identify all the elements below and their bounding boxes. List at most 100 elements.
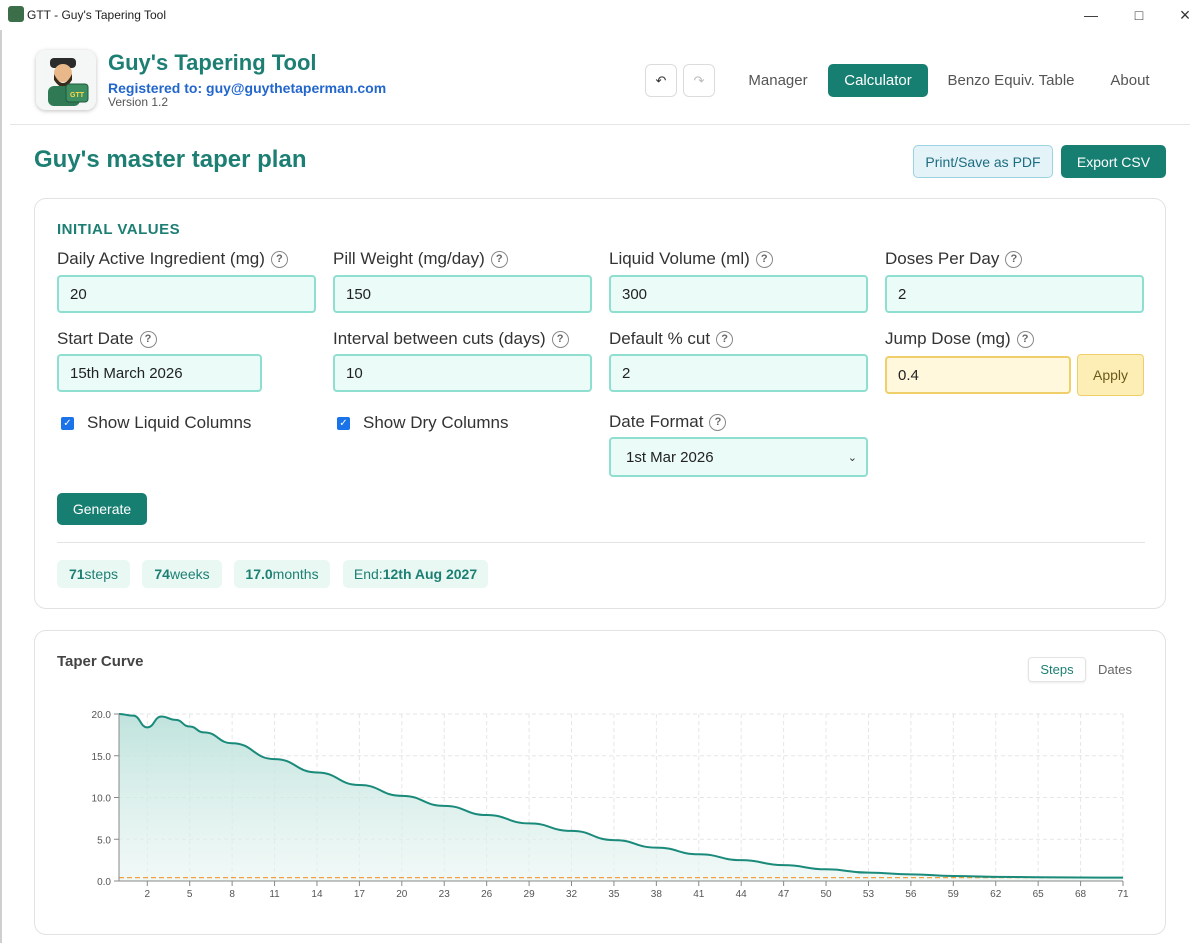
x-tick-label: 50 [820, 889, 832, 900]
close-icon[interactable]: × [1179, 4, 1191, 25]
label-text: Date Format [609, 412, 704, 431]
app-name: Guy's Tapering Tool [108, 50, 317, 75]
x-tick-label: 68 [1075, 889, 1087, 900]
stat-steps: 71 steps [57, 560, 130, 588]
liquid-volume-input[interactable]: 300 [609, 275, 868, 313]
app-header: GTT Guy's Tapering Tool Registered to: g… [10, 30, 1190, 125]
svg-text:GTT: GTT [70, 92, 85, 99]
chevron-down-icon: ⌄ [847, 452, 857, 464]
redo-button[interactable]: ↷ [683, 64, 715, 97]
y-tick-label: 0.0 [97, 877, 111, 888]
label-text: Default % cut [609, 329, 711, 348]
x-tick-label: 41 [693, 889, 705, 900]
help-icon[interactable]: ? [270, 250, 288, 268]
x-tick-label: 17 [354, 889, 366, 900]
x-tick-label: 65 [1033, 889, 1045, 900]
app-icon [8, 6, 24, 22]
taper-area-fill [119, 714, 1123, 881]
label-text: Start Date [57, 329, 134, 348]
stat-weeks: 74 weeks [142, 560, 222, 588]
taper-curve-line [118, 713, 1124, 879]
default-cut-label: Default % cut ? [609, 329, 734, 349]
app-logo: GTT [36, 50, 96, 110]
help-icon[interactable]: ? [1005, 250, 1023, 268]
label-text: Daily Active Ingredient (mg) [57, 249, 265, 268]
apply-button[interactable]: Apply [1077, 354, 1144, 396]
doses-per-day-input[interactable]: 2 [885, 275, 1144, 313]
nav-calculator[interactable]: Calculator [828, 64, 928, 97]
stat-unit: months [272, 566, 319, 582]
default-cut-input[interactable]: 2 [609, 354, 868, 392]
stat-unit: weeks [169, 566, 210, 582]
pill-weight-label: Pill Weight (mg/day) ? [333, 249, 508, 269]
show-dry-checkbox[interactable]: ✓ Show Dry Columns [337, 413, 509, 433]
page-title: Guy's master taper plan [34, 146, 307, 173]
stat-unit: End: [353, 566, 383, 582]
nav-benzo-equiv-table[interactable]: Benzo Equiv. Table [947, 72, 1075, 89]
generate-button[interactable]: Generate [57, 493, 147, 525]
help-icon[interactable]: ? [551, 330, 569, 348]
x-tick-label: 62 [990, 889, 1002, 900]
interval-input[interactable]: 10 [333, 354, 592, 392]
jump-dose-input[interactable]: 0.4 [885, 356, 1071, 394]
taper-curve-card: Taper Curve Steps Dates 0.0 5.0 10.0 15.0 20… [34, 630, 1166, 935]
x-tick-label: 38 [651, 889, 663, 900]
registration-text: Registered to: guy@guythetaperman.com [108, 80, 387, 96]
toggle-steps[interactable]: Steps [1028, 657, 1086, 682]
chart-title: Taper Curve [57, 653, 144, 670]
stat-end-date: End: 12th Aug 2027 [343, 560, 488, 588]
interval-label: Interval between cuts (days) ? [333, 329, 569, 349]
label-text: Liquid Volume (ml) [609, 249, 750, 268]
start-date-input[interactable]: 15th March 2026 [57, 354, 262, 392]
x-tick-label: 29 [524, 889, 536, 900]
help-icon[interactable]: ? [139, 330, 157, 348]
nav-manager[interactable]: Manager [748, 72, 808, 89]
x-tick-label: 53 [863, 889, 875, 900]
x-tick-label: 23 [439, 889, 451, 900]
help-icon[interactable]: ? [709, 413, 727, 431]
label-text: Jump Dose (mg) [885, 329, 1011, 348]
checkbox-checked-icon[interactable]: ✓ [61, 416, 74, 430]
toggle-dates[interactable]: Dates [1098, 662, 1132, 677]
help-icon[interactable]: ? [716, 330, 734, 348]
section-title: INITIAL VALUES [57, 221, 181, 238]
taper-curve-chart: 0.0 5.0 10.0 15.0 20.0 2 5 8 11 14 17 20 23 26 29 32 35 3… [92, 710, 1129, 900]
show-liquid-checkbox[interactable]: ✓ Show Liquid Columns [61, 413, 251, 433]
daily-active-input[interactable]: 20 [57, 275, 316, 313]
window-title: GTT - Guy's Tapering Tool [27, 8, 167, 22]
help-icon[interactable]: ? [1016, 330, 1034, 348]
x-tick-label: 59 [948, 889, 960, 900]
liquid-volume-label: Liquid Volume (ml) ? [609, 249, 773, 269]
checkbox-checked-icon[interactable]: ✓ [337, 416, 350, 430]
y-tick-label: 5.0 [97, 835, 111, 846]
stat-value: 17.0 [245, 566, 273, 582]
stat-value: 71 [68, 566, 85, 582]
x-tick-label: 5 [187, 889, 193, 900]
nav-about[interactable]: About [1110, 72, 1150, 89]
undo-button[interactable]: ↶ [645, 64, 677, 97]
print-pdf-button[interactable]: Print/Save as PDF [913, 145, 1053, 178]
undo-icon: ↶ [655, 72, 667, 88]
minimize-icon[interactable]: — [1084, 7, 1098, 23]
version-text: Version 1.2 [108, 95, 169, 109]
label-text: Doses Per Day [885, 249, 1000, 268]
daily-active-label: Daily Active Ingredient (mg) ? [57, 249, 288, 269]
maximize-icon[interactable]: □ [1134, 7, 1144, 23]
y-tick-label: 10.0 [92, 794, 112, 805]
help-icon[interactable]: ? [755, 250, 773, 268]
y-tick-label: 20.0 [92, 710, 112, 721]
doses-per-day-label: Doses Per Day ? [885, 249, 1023, 269]
jump-dose-label: Jump Dose (mg) ? [885, 329, 1034, 349]
date-format-select[interactable]: 1st Mar 2026 ⌄ [609, 437, 868, 477]
x-tick-label: 8 [229, 889, 235, 900]
help-icon[interactable]: ? [490, 250, 508, 268]
x-tick-label: 26 [481, 889, 493, 900]
checkbox-label: Show Liquid Columns [87, 413, 252, 432]
checkbox-label: Show Dry Columns [363, 413, 509, 432]
x-tick-label: 71 [1117, 889, 1129, 900]
pill-weight-input[interactable]: 150 [333, 275, 592, 313]
y-tick-label: 15.0 [92, 752, 112, 763]
date-format-label: Date Format ? [609, 412, 727, 432]
export-csv-button[interactable]: Export CSV [1061, 145, 1166, 178]
x-tick-label: 14 [311, 889, 323, 900]
